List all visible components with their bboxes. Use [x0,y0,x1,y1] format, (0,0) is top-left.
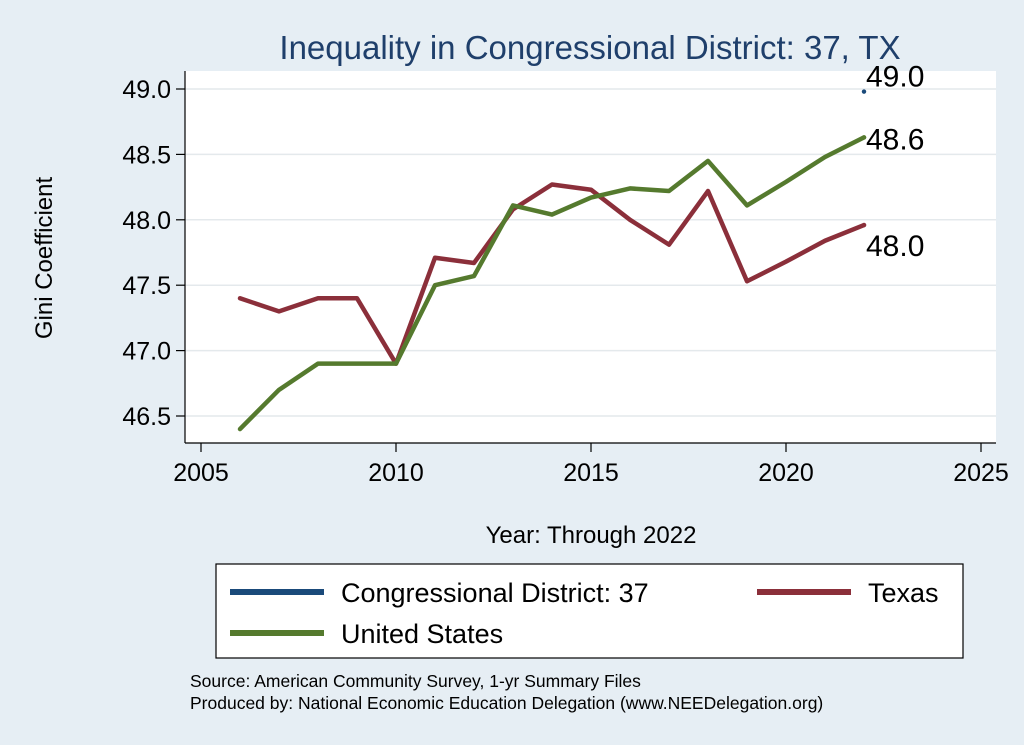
series-point-congressional-district-37 [861,89,867,94]
plot-area [185,71,996,443]
y-tick-label: 47.5 [122,272,171,300]
x-tick-label: 2005 [173,459,229,487]
series-line-united-states [237,135,867,432]
legend: Congressional District: 37 Texas United St… [230,578,939,649]
x-tick-label: 2010 [368,459,424,487]
x-tick-label: 2025 [953,459,1009,487]
y-tick-label: 47.0 [122,338,171,366]
y-tick-label: 48.5 [122,141,171,169]
end-labels: 49.0 48.0 48.6 [866,61,924,263]
producer-note: Produced by: National Economic Education… [190,693,823,713]
x-axis-ticks: 2005 2010 2015 2020 2025 [173,443,1009,487]
series-group [237,89,867,432]
x-axis-title: Year: Through 2022 [486,522,697,549]
y-axis-title: Gini Coefficient [31,177,58,340]
y-axis-ticks: 46.5 47.0 47.5 48.0 48.5 49.0 [122,76,185,431]
end-label-texas: 48.0 [866,230,924,263]
end-label-congressional-district-37: 49.0 [866,61,924,94]
end-label-united-states: 48.6 [866,123,924,156]
series-line-texas [237,182,867,366]
x-tick-label: 2015 [563,459,619,487]
source-note: Source: American Community Survey, 1-yr … [190,671,641,691]
series-point-texas [861,222,867,228]
legend-label-congressional-district-37: Congressional District: 37 [341,578,649,608]
y-tick-label: 46.5 [122,403,171,431]
series-point-united-states [861,135,867,140]
legend-box [215,563,964,659]
legend-label-texas: Texas [868,578,939,608]
y-tick-label: 48.0 [122,207,171,235]
chart-title: Inequality in Congressional District: 37… [279,29,900,66]
y-tick-label: 49.0 [122,76,171,104]
legend-label-united-states: United States [341,619,503,649]
grid-lines [185,88,996,417]
x-tick-label: 2020 [758,459,814,487]
